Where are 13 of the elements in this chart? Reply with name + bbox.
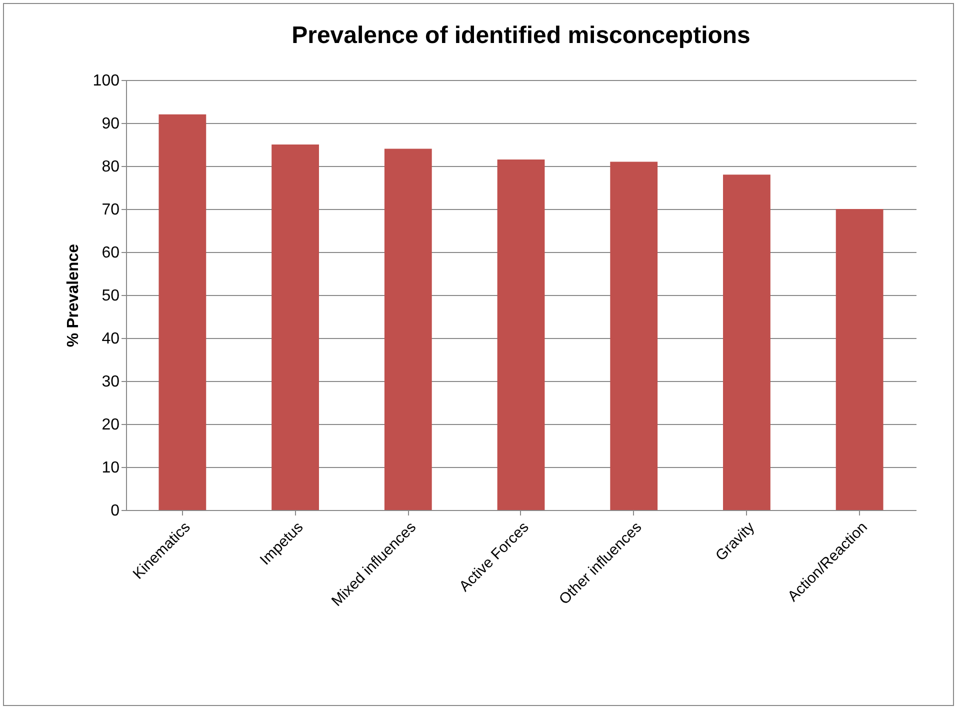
y-tick-label: 90 <box>102 116 120 132</box>
y-tick-label: 100 <box>92 72 120 90</box>
y-tick-label: 80 <box>102 158 120 176</box>
y-tick-label: 20 <box>102 416 120 434</box>
y-tick-label: 40 <box>102 330 120 348</box>
y-tick-label: 0 <box>110 502 120 520</box>
y-tick-label: 60 <box>102 244 120 262</box>
y-tick-label: 10 <box>102 460 120 476</box>
y-axis-title: % Prevalence <box>64 244 82 348</box>
y-tick-label: 30 <box>102 374 120 390</box>
y-tick-label: 70 <box>102 202 120 218</box>
chart-title: Prevalence of identified misconceptions <box>292 22 750 49</box>
y-tick-label: 50 <box>102 288 120 304</box>
